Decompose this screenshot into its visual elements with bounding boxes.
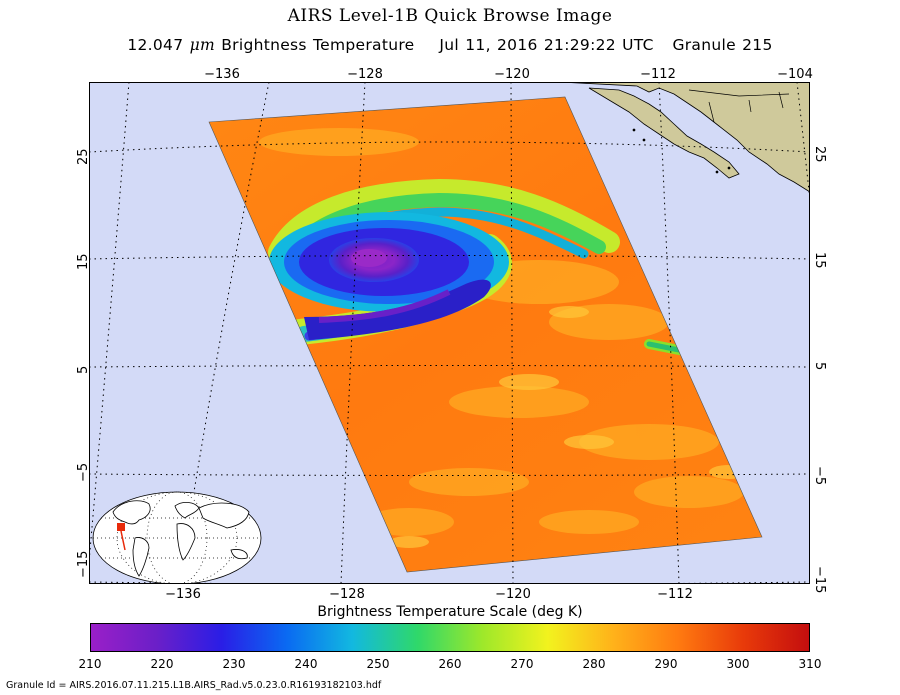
lon-tick-bottom: −128 bbox=[329, 587, 365, 602]
lon-tick-top: −120 bbox=[494, 67, 530, 82]
colorbar-tick-label: 240 bbox=[294, 657, 318, 671]
lon-tick-bottom: −112 bbox=[657, 587, 693, 602]
granule-id: Granule Id = AIRS.2016.07.11.215.L1B.AIR… bbox=[6, 680, 382, 691]
colorbar-tick-label: 210 bbox=[78, 657, 102, 671]
lat-tick-right: −5 bbox=[812, 466, 827, 486]
lat-tick-right: −15 bbox=[812, 566, 827, 594]
colorbar bbox=[90, 623, 810, 652]
colorbar-tick-label: 300 bbox=[726, 657, 750, 671]
lon-tick-bottom: −136 bbox=[165, 587, 201, 602]
graticule bbox=[89, 82, 810, 584]
colorbar-tick-label: 290 bbox=[654, 657, 678, 671]
colorbar-tick-label: 250 bbox=[366, 657, 390, 671]
lon-tick-bottom: −120 bbox=[495, 587, 531, 602]
land-mexico bbox=[558, 82, 810, 193]
lat-tick-right: 25 bbox=[812, 146, 827, 163]
wavelength-unit: μm bbox=[189, 36, 215, 54]
brightness-temperature-map bbox=[89, 82, 810, 584]
colorbar-title: Brightness Temperature Scale (deg K) bbox=[317, 604, 583, 620]
colorbar-tick-label: 220 bbox=[150, 657, 174, 671]
lon-tick-top: −104 bbox=[777, 67, 813, 82]
colorbar-tick-label: 230 bbox=[222, 657, 246, 671]
land-baja bbox=[588, 87, 740, 179]
subtitle-rest: Brightness Temperature Jul 11, 2016 21:2… bbox=[221, 36, 773, 54]
lat-tick-right: 15 bbox=[812, 252, 827, 269]
colorbar-tick-label: 270 bbox=[510, 657, 534, 671]
chart-title: AIRS Level-1B Quick Browse Image bbox=[287, 6, 613, 26]
world-locator-inset bbox=[92, 491, 262, 584]
lat-tick-right: 5 bbox=[812, 362, 827, 371]
colorbar-tick-label: 280 bbox=[582, 657, 606, 671]
lon-tick-top: −128 bbox=[347, 67, 383, 82]
wavelength-value: 12.047 bbox=[127, 36, 184, 54]
colorbar-tick-label: 260 bbox=[438, 657, 462, 671]
colorbar-tick-label: 310 bbox=[798, 657, 822, 671]
chart-subtitle: 12.047 μm Brightness Temperature Jul 11,… bbox=[0, 36, 900, 54]
lon-tick-top: −112 bbox=[640, 67, 676, 82]
lon-tick-top: −136 bbox=[204, 67, 240, 82]
